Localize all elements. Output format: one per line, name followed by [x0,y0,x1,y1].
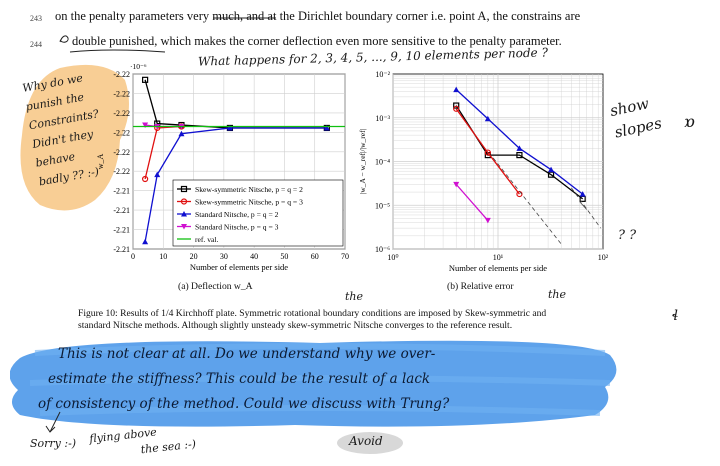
legend-entry: ref. val. [195,235,219,244]
data-point [516,145,523,151]
insert-the-1: the [345,290,364,303]
y-tick-label: 10⁻⁶ [375,245,390,254]
y-tick-label: 10⁻⁴ [375,158,390,167]
data-point [180,198,188,205]
data-point [226,124,233,131]
x-tick-label: 70 [341,252,349,261]
body-line: on the penalty parameters very much, and… [55,9,581,23]
legend-entry: Skew-symmetric Nitsche, p = q = 3 [195,198,303,207]
line-number: 243 [30,14,42,23]
figure-caption-line2: standard Nitsche methods. Although sligh… [78,320,513,331]
x-tick-label: 10² [598,253,609,262]
ink-scribbles [59,17,276,53]
y-exponent: ·10⁻⁶ [130,62,147,71]
sorry-note: Sorry :-) [30,437,77,450]
figure-caption-line1: Figure 10: Results of 1/4 Kirchhoff plat… [78,308,547,319]
blue-comment: This is not clear at all. Do we understa… [38,342,449,417]
chart-relative-error: 10⁰ 10¹ 10² 10⁻² 10⁻³ 10⁻⁴ 10⁻⁵ 10⁻⁶ Number of e… [358,70,609,273]
data-point [142,122,149,129]
data-point [579,191,586,197]
x-axis-label: Number of elements per side [190,262,288,272]
x-tick-label: 10⁰ [387,253,398,262]
data-point [180,185,188,193]
slope-guide [571,187,601,229]
x-tick-label: 40 [250,252,258,261]
subcaption-b: (b) Relative error [447,281,514,292]
y-tick-label: -2.22 [113,109,130,118]
x-tick-label: 50 [280,252,288,261]
margin-mark: ɬ [672,308,679,324]
y-tick-label: 10⁻³ [375,114,390,123]
data-point [142,76,149,83]
y-axis-label: w_A [96,154,105,170]
y-tick-label: -2.22 [113,167,130,176]
series-line [455,108,520,195]
blue-highlight [10,340,617,427]
y-tick-label: -2.22 [113,128,130,137]
body-line: double punished, which makes the corner … [72,34,562,48]
y-tick-label: -2.22 [113,89,130,98]
x-tick-label: 60 [311,252,319,261]
small-mark: ɒ [684,112,695,131]
data-point [181,224,187,230]
y-tick-label: 10⁻² [375,70,390,79]
y-axis-label: |w_A − w_ref|/|w_ref| [358,129,367,194]
data-point [154,171,161,178]
legend-entry: Standard Nitsche, p = q = 2 [195,210,279,219]
data-point [548,166,555,173]
data-point [142,238,149,245]
slope-guide [492,157,562,245]
y-tick-label: -2.22 [113,148,130,157]
data-point [484,149,491,156]
subcaption-a: (a) Deflection w_A [178,281,253,292]
y-tick-label: -2.21 [113,245,130,254]
legend-box [172,179,344,247]
line-number: 244 [30,40,42,49]
data-point [178,130,185,137]
x-axis-label: Number of elements per side [449,263,547,273]
y-tick-label: -2.21 [113,206,130,215]
comment-line: estimate the stiffness? This could be th… [48,371,431,387]
x-tick-label: 0 [131,252,135,261]
sorry-arrow [45,411,61,433]
data-point [453,181,460,188]
comment-line: of consistency of the method. Could we d… [38,396,450,412]
comment-line: This is not clear at all. Do we understa… [58,346,436,362]
y-tick-label: -2.22 [113,70,130,79]
legend-entry: Standard Nitsche, p = q = 3 [195,223,279,232]
insert-the-2: the [548,288,567,301]
y-tick-label: -2.21 [113,187,130,196]
y-tick-label: -2.21 [113,226,130,235]
x-tick-label: 30 [220,252,228,261]
x-tick-label: 20 [190,252,198,261]
show-slopes-note: show slopes [608,91,664,144]
data-point [323,124,330,131]
avoid-highlight [337,432,403,454]
x-tick-label: 10 [159,252,167,261]
data-point [516,152,523,159]
avoid-note: Avoid [349,434,383,448]
question-marks: ? ? [618,228,637,243]
data-point [453,86,460,93]
data-point [453,105,460,112]
x-tick-label: 10¹ [493,253,504,262]
data-point [181,211,187,217]
legend-entry: Skew-symmetric Nitsche, p = q = 2 [195,185,303,194]
chart-deflection: 0 10 20 30 40 50 60 70 -2.22 -2.22 -2.22 -2.22 -2.22… [96,62,349,272]
data-point [484,115,491,122]
data-point [453,102,460,109]
y-tick-label: 10⁻⁵ [375,201,390,210]
orange-highlight [20,64,129,211]
slope-guide [579,201,588,210]
series-line [455,183,489,221]
data-point [484,217,491,224]
data-point [142,175,149,183]
